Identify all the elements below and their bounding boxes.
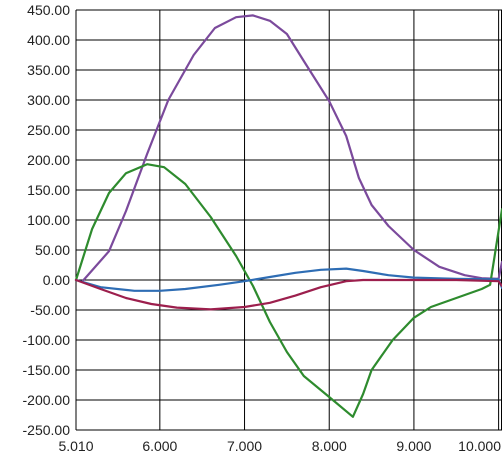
y-tick-label-11: -100.00: [23, 332, 71, 348]
x-tick-label-4: 9.000: [396, 438, 431, 454]
y-tick-label-9: 0.00: [43, 272, 70, 288]
y-tick-label-5: 200.00: [27, 152, 70, 168]
y-tick-label-14: -250.00: [23, 422, 71, 438]
x-tick-label-2: 7.000: [227, 438, 262, 454]
series-line-2: [74, 267, 502, 292]
y-tick-label-13: -200.00: [23, 392, 71, 408]
y-tick-label-1: 400.00: [27, 32, 70, 48]
series-line-1: [74, 163, 502, 418]
series-line-0: [82, 14, 502, 282]
y-tick-label-4: 250.00: [27, 122, 70, 138]
grid-lines: [75, 9, 502, 431]
x-axis-tick-labels: 5.010 6.000 7.000 8.000 9.000 10.000: [58, 438, 501, 454]
x-tick-label-1: 6.000: [142, 438, 177, 454]
y-tick-label-12: -150.00: [23, 362, 71, 378]
series-line-3: [74, 278, 502, 311]
data-series: [74, 14, 502, 418]
x-tick-label-0: 5.010: [58, 438, 93, 454]
y-tick-label-6: 150.00: [27, 182, 70, 198]
y-tick-label-3: 300.00: [27, 92, 70, 108]
y-tick-label-7: 100.00: [27, 212, 70, 228]
y-axis-tick-labels: 450.00 400.00 350.00 300.00 250.00 200.00 150.…: [23, 2, 71, 438]
x-tick-label-5: 10.000: [458, 438, 501, 454]
y-tick-label-2: 350.00: [27, 62, 70, 78]
x-tick-label-3: 8.000: [312, 438, 347, 454]
y-tick-label-8: 50.00: [35, 242, 70, 258]
y-tick-label-0: 450.00: [27, 2, 70, 18]
y-tick-label-10: -50.00: [30, 302, 70, 318]
